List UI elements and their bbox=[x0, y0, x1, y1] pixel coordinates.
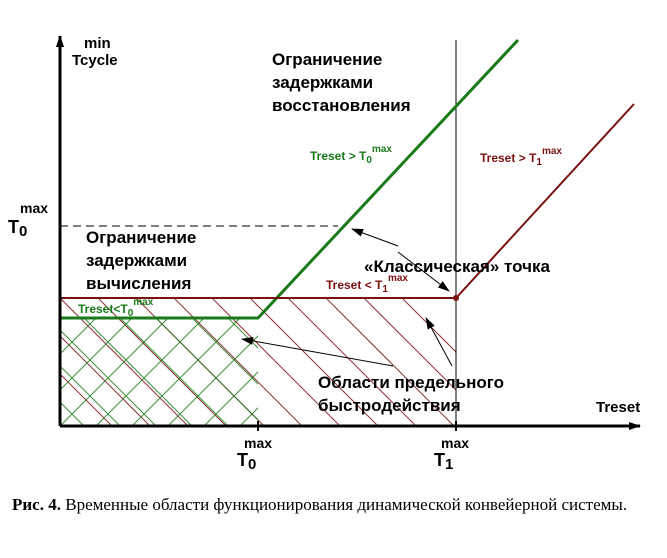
classic-point-marker bbox=[453, 295, 459, 301]
x-tick-sup-t0: max bbox=[244, 435, 272, 451]
green-flat-label: Treset<T0max bbox=[78, 297, 154, 319]
svg-text:задержками: задержками bbox=[272, 73, 373, 92]
svg-text:Ограничение: Ограничение bbox=[86, 228, 196, 247]
compute-limit-label: Ограничение задержками вычисления bbox=[86, 228, 196, 293]
y-tick-label: T0 bbox=[8, 217, 27, 240]
x-tick-label-t0: T0 bbox=[237, 450, 256, 473]
limit-speed-label: Области предельного быстродействия bbox=[318, 373, 504, 415]
hatch-green-region bbox=[60, 318, 258, 426]
arrow-to-red-region bbox=[425, 317, 453, 367]
red-flat-label: Treset < T1max bbox=[326, 273, 408, 295]
arrow-to-green-region bbox=[241, 336, 394, 367]
svg-text:вычисления: вычисления bbox=[86, 274, 191, 293]
green-slope-label: Treset > T0max bbox=[310, 144, 392, 166]
svg-text:задержками: задержками bbox=[86, 251, 187, 270]
y-tick-sup: max bbox=[20, 200, 48, 216]
green-curve bbox=[60, 38, 520, 320]
figure-caption: Рис. 4. Временные области функционирован… bbox=[12, 488, 652, 522]
svg-text:Области предельного: Области предельного bbox=[318, 373, 504, 392]
diagram: min Tcycle Treset max T0 max T0 max T1 О… bbox=[8, 35, 641, 473]
x-axis-label: Treset bbox=[596, 399, 640, 416]
arrow-to-green-slope bbox=[351, 228, 399, 247]
y-axis-label: Tcycle bbox=[72, 52, 118, 69]
recovery-limit-label: Ограничение задержками восстановления bbox=[272, 50, 411, 115]
svg-text:Ограничение: Ограничение bbox=[272, 50, 382, 69]
caption-prefix: Рис. 4. bbox=[12, 495, 61, 514]
svg-text:быстродействия: быстродействия bbox=[318, 396, 461, 415]
x-tick-sup-t1: max bbox=[441, 435, 469, 451]
red-slope-label: Treset > T1max bbox=[480, 146, 562, 168]
svg-text:восстановления: восстановления bbox=[272, 96, 411, 115]
x-tick-label-t1: T1 bbox=[434, 450, 453, 473]
y-axis-label-min: min bbox=[84, 35, 111, 52]
caption-text: Временные области функционирования динам… bbox=[60, 495, 628, 514]
arrow-to-classic-point bbox=[397, 251, 450, 292]
